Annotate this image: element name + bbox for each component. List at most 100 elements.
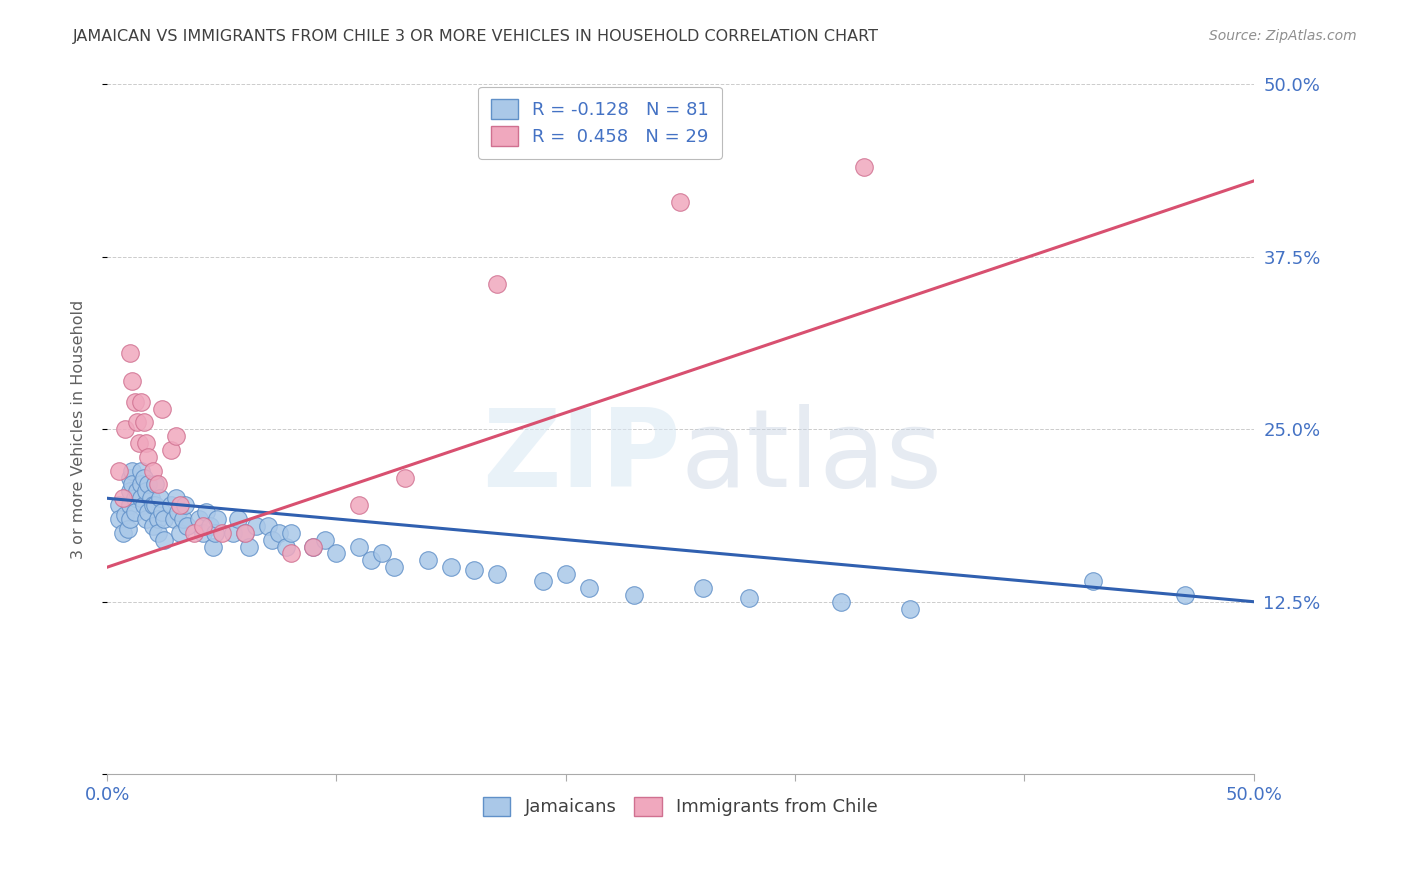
Point — [124, 394, 146, 409]
Point — [142, 519, 165, 533]
Point — [118, 484, 141, 499]
Point — [107, 464, 129, 478]
Point — [280, 525, 302, 540]
Point — [1081, 574, 1104, 588]
Point — [138, 505, 160, 519]
Point — [132, 498, 155, 512]
Point — [325, 546, 347, 560]
Point — [165, 491, 187, 506]
Text: atlas: atlas — [681, 404, 942, 510]
Point — [149, 491, 172, 506]
Point — [135, 512, 157, 526]
Point — [125, 416, 148, 430]
Point — [274, 540, 297, 554]
Point — [193, 519, 215, 533]
Point — [121, 374, 143, 388]
Point — [623, 588, 645, 602]
Point — [226, 512, 249, 526]
Point — [205, 512, 228, 526]
Point — [256, 519, 278, 533]
Point — [440, 560, 463, 574]
Point — [131, 491, 153, 506]
Text: Source: ZipAtlas.com: Source: ZipAtlas.com — [1209, 29, 1357, 44]
Point — [201, 540, 224, 554]
Point — [142, 464, 165, 478]
Point — [360, 553, 382, 567]
Point — [233, 525, 256, 540]
Point — [578, 581, 600, 595]
Point — [176, 519, 198, 533]
Point — [233, 525, 256, 540]
Point — [394, 470, 416, 484]
Point — [169, 525, 191, 540]
Point — [262, 533, 284, 547]
Point — [238, 540, 260, 554]
Point — [554, 567, 576, 582]
Point — [162, 512, 184, 526]
Text: JAMAICAN VS IMMIGRANTS FROM CHILE 3 OR MORE VEHICLES IN HOUSEHOLD CORRELATION CH: JAMAICAN VS IMMIGRANTS FROM CHILE 3 OR M… — [73, 29, 879, 45]
Text: ZIP: ZIP — [482, 404, 681, 510]
Point — [172, 512, 194, 526]
Point — [382, 560, 405, 574]
Point — [165, 429, 187, 443]
Point — [112, 491, 135, 506]
Point — [117, 522, 139, 536]
Point — [692, 581, 714, 595]
Legend: Jamaicans, Immigrants from Chile: Jamaicans, Immigrants from Chile — [475, 789, 884, 823]
Point — [463, 563, 485, 577]
Point — [183, 525, 205, 540]
Point — [146, 477, 169, 491]
Point — [222, 525, 245, 540]
Point — [314, 533, 336, 547]
Point — [204, 525, 226, 540]
Point — [153, 533, 176, 547]
Point — [211, 525, 233, 540]
Point — [280, 546, 302, 560]
Point — [125, 484, 148, 499]
Point — [114, 508, 136, 522]
Point — [132, 416, 155, 430]
Point — [302, 540, 325, 554]
Point — [416, 553, 439, 567]
Point — [245, 519, 267, 533]
Point — [131, 477, 153, 491]
Point — [174, 498, 197, 512]
Point — [738, 591, 761, 605]
Point — [349, 498, 371, 512]
Point — [153, 512, 176, 526]
Point — [131, 464, 153, 478]
Point — [114, 422, 136, 436]
Point — [138, 450, 160, 464]
Point — [160, 442, 183, 457]
Point — [107, 512, 129, 526]
Point — [194, 505, 217, 519]
Point — [128, 436, 150, 450]
Point — [121, 464, 143, 478]
Point — [146, 512, 169, 526]
Point — [146, 525, 169, 540]
Point — [302, 540, 325, 554]
Point — [150, 401, 173, 416]
Point — [167, 505, 190, 519]
Point — [371, 546, 394, 560]
Point — [485, 277, 508, 292]
Point — [485, 567, 508, 582]
Point — [143, 498, 166, 512]
Point — [669, 194, 692, 209]
Point — [267, 525, 290, 540]
Point — [150, 505, 173, 519]
Point — [124, 505, 146, 519]
Point — [132, 470, 155, 484]
Point — [143, 477, 166, 491]
Point — [112, 525, 135, 540]
Point — [124, 491, 146, 506]
Point — [200, 519, 222, 533]
Point — [121, 477, 143, 491]
Point — [131, 394, 153, 409]
Point — [107, 498, 129, 512]
Point — [139, 491, 162, 506]
Point — [135, 484, 157, 499]
Point — [193, 525, 215, 540]
Point — [118, 470, 141, 484]
Point — [830, 595, 852, 609]
